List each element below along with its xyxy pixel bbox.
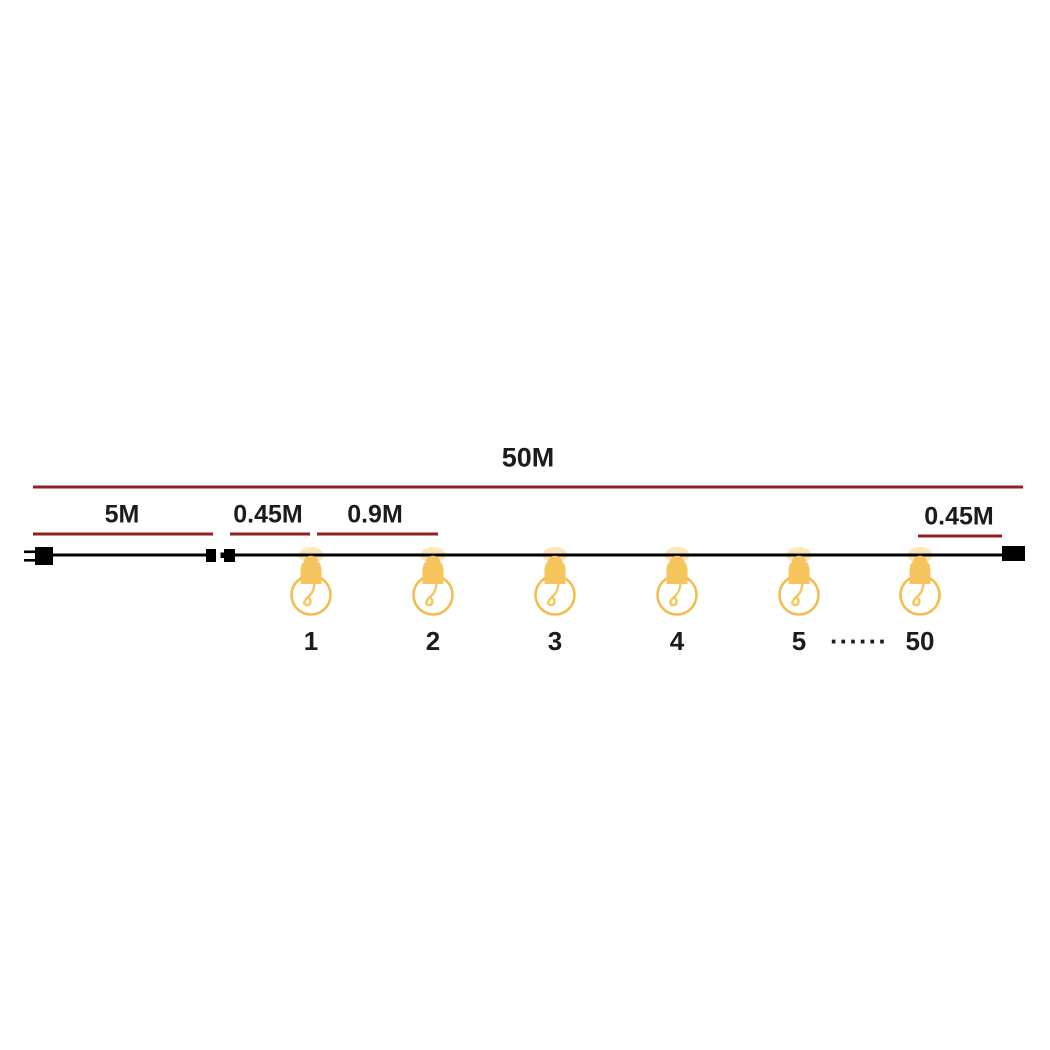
connector-socket-icon <box>206 549 216 562</box>
total-length-label: 50M <box>501 442 555 473</box>
bulb-cap-3 <box>666 555 688 584</box>
connector-plug-icon <box>224 549 235 562</box>
bulb-cap-0 <box>300 555 322 584</box>
power-plug-icon <box>35 547 53 565</box>
bulb-number-2: 2 <box>425 626 441 656</box>
bulb-cap-5 <box>909 555 931 584</box>
lead-length-label: 5M <box>104 500 140 529</box>
connector-plug-nub <box>220 552 224 558</box>
bulb-cap-4 <box>788 555 810 584</box>
bulb-number-4: 4 <box>669 626 685 656</box>
bulb-number-50: 50 <box>905 626 935 656</box>
bulb-filament-5 <box>912 579 926 607</box>
bulb-number-5: 5 <box>791 626 807 656</box>
bulb-number-3: 3 <box>547 626 563 656</box>
bulb-cap-2 <box>544 555 566 584</box>
end-connector-icon <box>1002 546 1025 561</box>
ellipsis-label: ······ <box>830 626 888 656</box>
bulb-spacing-label: 0.9M <box>347 500 403 529</box>
bulb-filament-2 <box>547 579 561 607</box>
bulb-number-1: 1 <box>303 626 319 656</box>
bulb-filament-1 <box>425 579 439 607</box>
end-gap-label: 0.45M <box>924 502 994 531</box>
bulb-filament-3 <box>669 579 683 607</box>
bulb-filament-4 <box>791 579 805 607</box>
first-gap-label: 0.45M <box>233 500 303 529</box>
bulb-filament-0 <box>303 579 317 607</box>
plug-prong-0 <box>24 550 36 554</box>
plug-prong-1 <box>24 559 36 562</box>
bulb-cap-1 <box>422 555 444 584</box>
